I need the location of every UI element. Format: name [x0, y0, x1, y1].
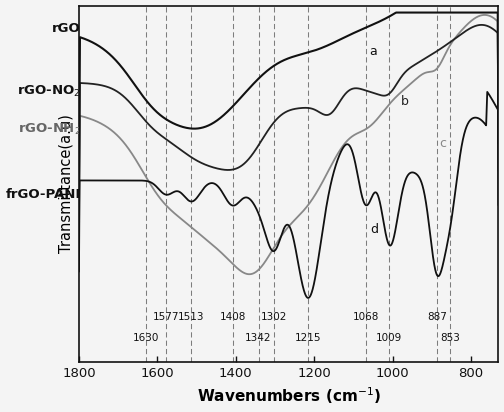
Text: 853: 853: [440, 333, 460, 343]
Text: 1408: 1408: [219, 312, 246, 322]
Text: 1513: 1513: [178, 312, 205, 322]
Text: 1630: 1630: [133, 333, 159, 343]
Text: 1342: 1342: [245, 333, 272, 343]
Text: 1577: 1577: [153, 312, 179, 322]
Text: b: b: [401, 95, 408, 108]
Text: 1068: 1068: [353, 312, 379, 322]
Text: 1215: 1215: [295, 333, 322, 343]
Text: rGO: rGO: [52, 22, 81, 35]
Text: a: a: [369, 44, 377, 58]
Y-axis label: Transmittance(a.u): Transmittance(a.u): [58, 115, 74, 253]
X-axis label: Wavenumbers (cm$^{-1}$): Wavenumbers (cm$^{-1}$): [197, 386, 381, 407]
Text: rGO-NO$_2$: rGO-NO$_2$: [17, 84, 81, 99]
Text: 1009: 1009: [376, 333, 402, 343]
Text: d: d: [370, 223, 378, 236]
Text: 1302: 1302: [261, 312, 287, 322]
Text: frGO-PANI: frGO-PANI: [6, 188, 81, 201]
Text: c: c: [439, 137, 447, 150]
Text: 887: 887: [427, 312, 447, 322]
Text: rGO-NH$_2$: rGO-NH$_2$: [18, 122, 81, 137]
